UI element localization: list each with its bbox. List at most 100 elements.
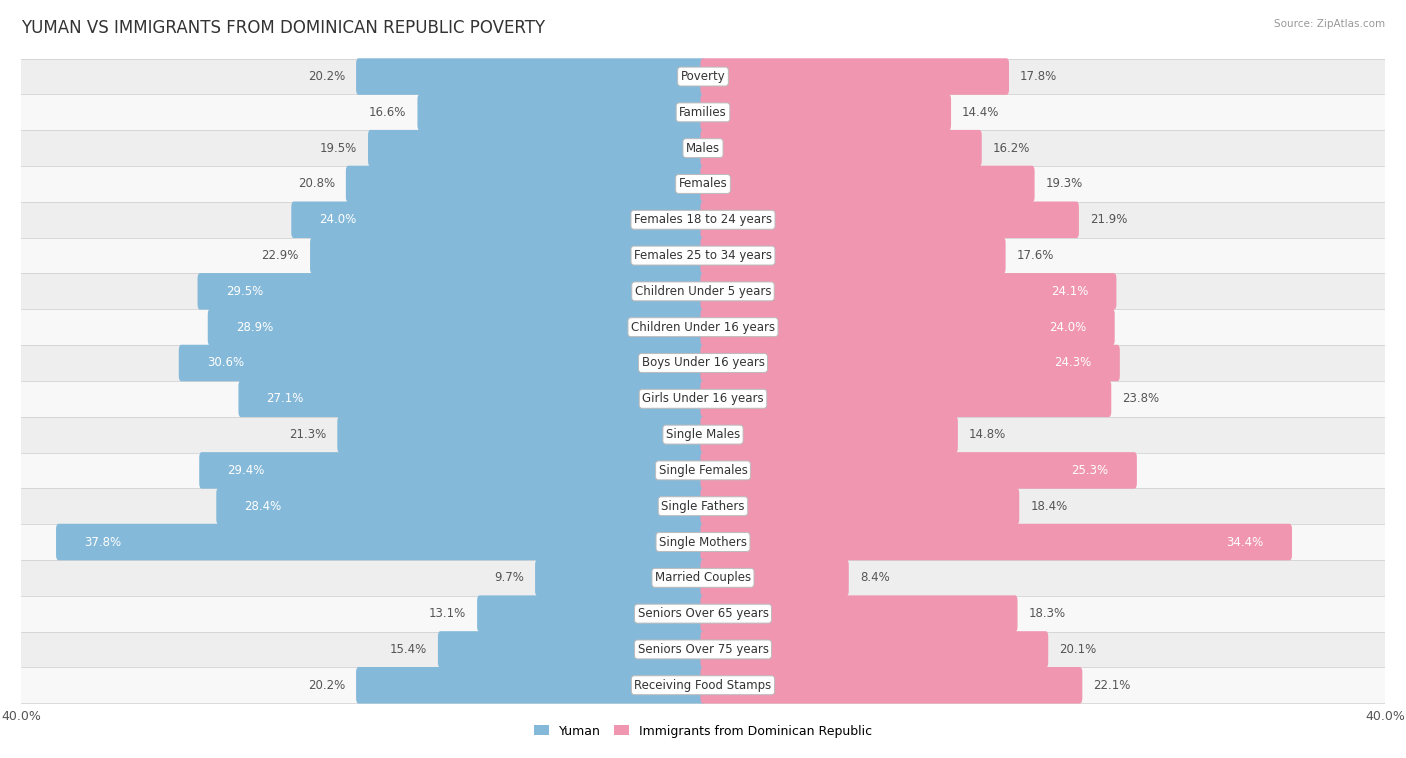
- Text: 17.6%: 17.6%: [1017, 249, 1054, 262]
- FancyBboxPatch shape: [21, 381, 1385, 417]
- Text: Single Mothers: Single Mothers: [659, 535, 747, 549]
- Text: Receiving Food Stamps: Receiving Food Stamps: [634, 678, 772, 692]
- Text: Seniors Over 75 years: Seniors Over 75 years: [637, 643, 769, 656]
- Text: YUMAN VS IMMIGRANTS FROM DOMINICAN REPUBLIC POVERTY: YUMAN VS IMMIGRANTS FROM DOMINICAN REPUB…: [21, 19, 546, 37]
- Text: 21.9%: 21.9%: [1090, 213, 1128, 227]
- FancyBboxPatch shape: [700, 130, 981, 167]
- Text: 16.6%: 16.6%: [368, 106, 406, 119]
- FancyBboxPatch shape: [700, 595, 1018, 632]
- Text: 27.1%: 27.1%: [267, 393, 304, 406]
- Text: 18.4%: 18.4%: [1031, 500, 1067, 512]
- FancyBboxPatch shape: [700, 559, 849, 596]
- Text: 23.8%: 23.8%: [1122, 393, 1160, 406]
- FancyBboxPatch shape: [700, 416, 957, 453]
- Text: Boys Under 16 years: Boys Under 16 years: [641, 356, 765, 369]
- FancyBboxPatch shape: [208, 309, 706, 346]
- FancyBboxPatch shape: [418, 94, 706, 130]
- Text: Males: Males: [686, 142, 720, 155]
- FancyBboxPatch shape: [536, 559, 706, 596]
- Text: 28.4%: 28.4%: [245, 500, 281, 512]
- FancyBboxPatch shape: [291, 202, 706, 238]
- Text: 24.0%: 24.0%: [319, 213, 357, 227]
- Text: 20.8%: 20.8%: [298, 177, 335, 190]
- Text: 8.4%: 8.4%: [860, 572, 890, 584]
- FancyBboxPatch shape: [21, 631, 1385, 667]
- FancyBboxPatch shape: [217, 488, 706, 525]
- Text: 14.8%: 14.8%: [969, 428, 1007, 441]
- Text: 19.5%: 19.5%: [319, 142, 357, 155]
- Text: Poverty: Poverty: [681, 70, 725, 83]
- FancyBboxPatch shape: [21, 130, 1385, 166]
- Text: 24.0%: 24.0%: [1049, 321, 1087, 334]
- FancyBboxPatch shape: [21, 274, 1385, 309]
- FancyBboxPatch shape: [21, 524, 1385, 560]
- Text: 20.1%: 20.1%: [1059, 643, 1097, 656]
- FancyBboxPatch shape: [337, 416, 706, 453]
- FancyBboxPatch shape: [21, 667, 1385, 703]
- Text: 21.3%: 21.3%: [290, 428, 326, 441]
- Text: 28.9%: 28.9%: [236, 321, 273, 334]
- Text: 15.4%: 15.4%: [389, 643, 427, 656]
- Text: 30.6%: 30.6%: [207, 356, 245, 369]
- FancyBboxPatch shape: [477, 595, 706, 632]
- Text: 18.3%: 18.3%: [1029, 607, 1066, 620]
- FancyBboxPatch shape: [21, 560, 1385, 596]
- Text: 29.5%: 29.5%: [226, 285, 263, 298]
- FancyBboxPatch shape: [700, 381, 1111, 417]
- FancyBboxPatch shape: [200, 453, 706, 489]
- FancyBboxPatch shape: [368, 130, 706, 167]
- Text: Single Males: Single Males: [666, 428, 740, 441]
- Text: 16.2%: 16.2%: [993, 142, 1031, 155]
- Text: Source: ZipAtlas.com: Source: ZipAtlas.com: [1274, 19, 1385, 29]
- FancyBboxPatch shape: [437, 631, 706, 668]
- FancyBboxPatch shape: [356, 58, 706, 95]
- Legend: Yuman, Immigrants from Dominican Republic: Yuman, Immigrants from Dominican Republi…: [534, 725, 872, 738]
- FancyBboxPatch shape: [700, 524, 1292, 560]
- Text: Children Under 16 years: Children Under 16 years: [631, 321, 775, 334]
- FancyBboxPatch shape: [21, 453, 1385, 488]
- Text: Females 18 to 24 years: Females 18 to 24 years: [634, 213, 772, 227]
- Text: Single Fathers: Single Fathers: [661, 500, 745, 512]
- FancyBboxPatch shape: [197, 273, 706, 309]
- FancyBboxPatch shape: [700, 237, 1005, 274]
- FancyBboxPatch shape: [21, 202, 1385, 238]
- FancyBboxPatch shape: [21, 345, 1385, 381]
- FancyBboxPatch shape: [700, 273, 1116, 309]
- FancyBboxPatch shape: [21, 95, 1385, 130]
- Text: 24.1%: 24.1%: [1050, 285, 1088, 298]
- FancyBboxPatch shape: [21, 488, 1385, 524]
- Text: 20.2%: 20.2%: [308, 70, 344, 83]
- Text: Married Couples: Married Couples: [655, 572, 751, 584]
- Text: Families: Families: [679, 106, 727, 119]
- Text: Single Females: Single Females: [658, 464, 748, 477]
- FancyBboxPatch shape: [356, 667, 706, 703]
- Text: 17.8%: 17.8%: [1021, 70, 1057, 83]
- FancyBboxPatch shape: [700, 453, 1137, 489]
- FancyBboxPatch shape: [700, 309, 1115, 346]
- Text: 13.1%: 13.1%: [429, 607, 465, 620]
- FancyBboxPatch shape: [239, 381, 706, 417]
- Text: Children Under 5 years: Children Under 5 years: [634, 285, 772, 298]
- FancyBboxPatch shape: [700, 166, 1035, 202]
- FancyBboxPatch shape: [700, 202, 1078, 238]
- Text: 20.2%: 20.2%: [308, 678, 344, 692]
- FancyBboxPatch shape: [21, 596, 1385, 631]
- Text: Females: Females: [679, 177, 727, 190]
- FancyBboxPatch shape: [56, 524, 706, 560]
- FancyBboxPatch shape: [21, 166, 1385, 202]
- FancyBboxPatch shape: [21, 58, 1385, 95]
- FancyBboxPatch shape: [21, 309, 1385, 345]
- Text: Girls Under 16 years: Girls Under 16 years: [643, 393, 763, 406]
- FancyBboxPatch shape: [700, 345, 1119, 381]
- Text: 9.7%: 9.7%: [494, 572, 524, 584]
- Text: 19.3%: 19.3%: [1046, 177, 1083, 190]
- Text: 34.4%: 34.4%: [1226, 535, 1264, 549]
- FancyBboxPatch shape: [700, 94, 950, 130]
- Text: 25.3%: 25.3%: [1071, 464, 1109, 477]
- FancyBboxPatch shape: [700, 667, 1083, 703]
- FancyBboxPatch shape: [21, 417, 1385, 453]
- FancyBboxPatch shape: [700, 58, 1010, 95]
- Text: 22.9%: 22.9%: [262, 249, 299, 262]
- FancyBboxPatch shape: [700, 631, 1049, 668]
- FancyBboxPatch shape: [700, 488, 1019, 525]
